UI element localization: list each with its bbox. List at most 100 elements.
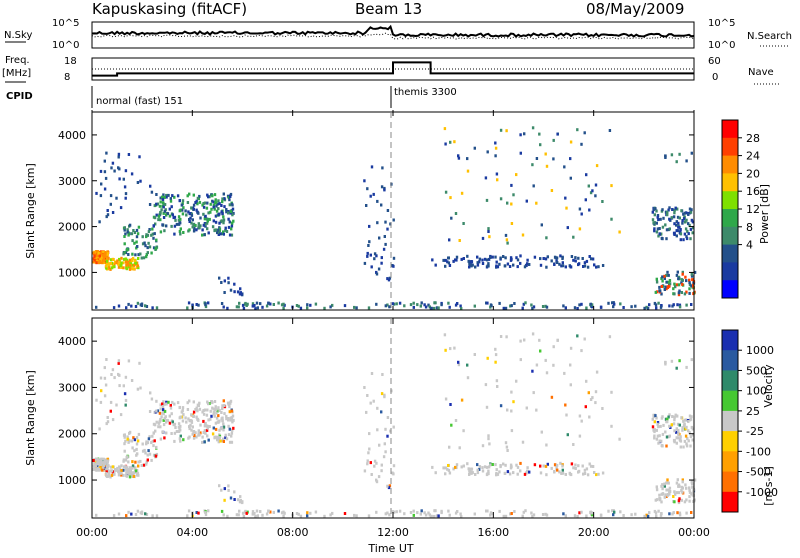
power-cell (214, 228, 218, 232)
power-cell (525, 199, 528, 203)
power-cell (672, 231, 676, 235)
velocity-cell (591, 513, 594, 517)
power-cell (267, 301, 270, 305)
power-cell (202, 205, 206, 209)
power-cell (123, 242, 126, 246)
velocity-cell (117, 512, 121, 516)
power-cell (206, 217, 209, 221)
power-cell (660, 277, 663, 281)
velocity-cell (663, 484, 666, 488)
velocity-cell (181, 406, 185, 410)
power-cell (191, 225, 194, 229)
velocity-cell (127, 471, 130, 475)
velocity-cell (665, 435, 669, 439)
velocity-cell (572, 443, 575, 446)
power-cell (666, 210, 669, 214)
freq-line (92, 61, 694, 77)
velocity-cell (163, 436, 166, 440)
velocity-cell (655, 485, 658, 489)
velocity-cell (115, 468, 118, 472)
power-cell (131, 252, 134, 256)
velocity-cell (431, 465, 434, 469)
power-cell (130, 232, 134, 236)
velocity-cell (370, 372, 374, 375)
velocity-cell (184, 416, 187, 420)
velocity-cell (681, 428, 684, 432)
power-cell (690, 218, 694, 222)
power-cell (430, 306, 433, 310)
velocity-cell (448, 445, 451, 449)
velocity-cell (677, 501, 681, 505)
colorbar-tick-label: -25 (746, 425, 764, 438)
velocity-cell (562, 512, 565, 516)
power-cell (506, 201, 509, 205)
power-cell (375, 272, 379, 276)
power-cell (370, 165, 374, 169)
power-cell (128, 267, 132, 271)
velocity-cell (564, 403, 567, 407)
power-cell (140, 256, 143, 260)
power-cell (123, 226, 126, 230)
power-cell (665, 287, 668, 291)
velocity-cell (676, 414, 679, 418)
velocity-cell (159, 403, 162, 407)
velocity-cell (681, 478, 684, 482)
power-cell (380, 185, 384, 189)
velocity-cell (159, 437, 163, 441)
power-cell (446, 260, 449, 264)
power-cell (588, 255, 591, 258)
velocity-cell (309, 511, 312, 515)
velocity-cell (685, 425, 688, 429)
power-cell (523, 132, 526, 136)
velocity-cell (645, 513, 648, 517)
power-cell (538, 132, 541, 136)
cpid-mode-1: normal (fast) 151 (96, 96, 183, 107)
power-cell (539, 263, 543, 267)
velocity-cell (214, 421, 218, 425)
velocity-colorbar-unit: [m s-1] (762, 466, 775, 506)
velocity-cell (569, 472, 572, 476)
power-cell (521, 306, 524, 310)
power-cell (667, 273, 670, 277)
power-cell (205, 206, 209, 210)
power-cell (435, 306, 439, 310)
velocity-cell (230, 440, 234, 444)
velocity-cell (690, 492, 693, 496)
velocity-cell (652, 413, 655, 417)
power-cell (523, 265, 527, 269)
velocity-cell (231, 414, 235, 418)
velocity-cell (97, 459, 100, 463)
ytick-label: 1000 (58, 266, 86, 279)
velocity-cell (655, 428, 658, 432)
power-cell (689, 237, 692, 241)
velocity-cell (220, 488, 223, 492)
velocity-cell (102, 458, 105, 462)
time-tick-label: 20:00 (578, 526, 610, 539)
velocity-cell (163, 416, 166, 420)
power-cell (613, 302, 616, 306)
power-cell (222, 192, 225, 196)
colorbar-swatch (722, 191, 738, 210)
power-cell (190, 221, 193, 225)
velocity-cell (217, 440, 220, 444)
power-cell (668, 227, 671, 231)
power-cell (99, 194, 103, 198)
velocity-cell (433, 509, 436, 513)
power-cell (155, 193, 158, 196)
power-cell (157, 214, 161, 218)
velocity-cell (158, 411, 162, 415)
power-cell (217, 207, 220, 211)
velocity-cell (675, 366, 678, 370)
velocity-cell (220, 411, 223, 414)
velocity-cell (224, 433, 227, 437)
power-cell (658, 232, 661, 236)
velocity-cell (508, 472, 512, 476)
velocity-cell (136, 471, 140, 475)
velocity-cell (102, 464, 105, 467)
power-cell (558, 262, 561, 266)
velocity-cell (580, 349, 583, 353)
power-cell (127, 233, 130, 237)
power-cell (444, 142, 447, 146)
velocity-cell (105, 469, 108, 473)
velocity-cell (207, 438, 210, 442)
